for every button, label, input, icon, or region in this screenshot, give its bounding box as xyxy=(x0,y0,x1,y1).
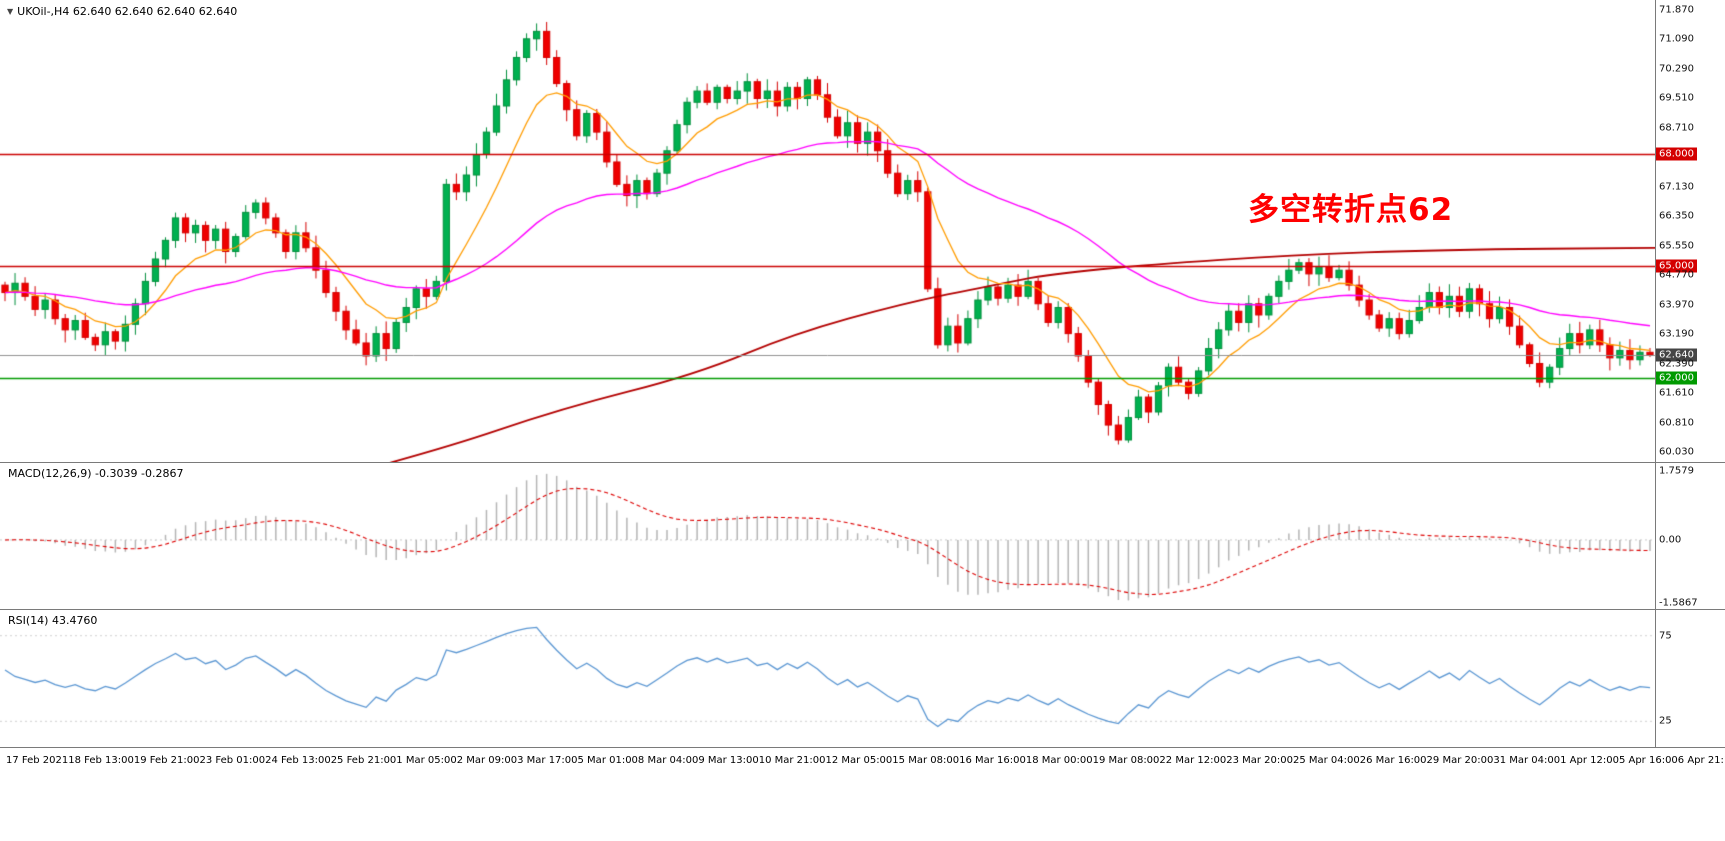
time-label: 26 Mar 16:00 xyxy=(1359,754,1427,766)
bottom-whitespace xyxy=(0,772,1725,841)
macd-tick: -1.5867 xyxy=(1659,597,1698,609)
price-level-badge[interactable]: 62.000 xyxy=(1656,371,1697,385)
macd-canvas[interactable] xyxy=(0,463,1655,609)
time-label: 17 Feb 2021 xyxy=(6,754,69,766)
price-tick: 71.870 xyxy=(1659,4,1694,16)
time-label: 18 Mar 00:00 xyxy=(1025,754,1093,766)
time-label: 15 Mar 08:00 xyxy=(892,754,960,766)
rsi-canvas[interactable] xyxy=(0,610,1655,747)
time-label: 18 Feb 13:00 xyxy=(68,754,134,766)
price-tick: 62.390 xyxy=(1659,358,1694,370)
time-label: 1 Mar 05:00 xyxy=(396,754,457,766)
price-tick: 70.290 xyxy=(1659,63,1694,75)
macd-indicator-label: MACD(12,26,9) -0.3039 -0.2867 xyxy=(8,467,184,480)
time-label: 24 Feb 13:00 xyxy=(265,754,331,766)
price-tick: 65.550 xyxy=(1659,240,1694,252)
price-tick: 60.030 xyxy=(1659,446,1694,458)
time-label: 5 Mar 01:00 xyxy=(577,754,638,766)
main-chart-panel: ▼ UKOil-,H4 62.640 62.640 62.640 62.640 … xyxy=(0,0,1725,463)
time-label: 25 Mar 04:00 xyxy=(1292,754,1360,766)
price-tick: 61.610 xyxy=(1659,387,1694,399)
rsi-tick: 75 xyxy=(1659,630,1672,642)
time-label: 9 Mar 13:00 xyxy=(698,754,759,766)
time-label: 6 Apr 21:15 xyxy=(1677,754,1725,766)
price-tick: 63.970 xyxy=(1659,299,1694,311)
symbol-ohlc-label: UKOil-,H4 62.640 62.640 62.640 62.640 xyxy=(17,5,238,18)
main-chart-canvas[interactable] xyxy=(0,0,1655,462)
time-label: 25 Feb 21:00 xyxy=(330,754,397,766)
time-label: 19 Feb 21:00 xyxy=(133,754,200,766)
symbol-info: ▼ UKOil-,H4 62.640 62.640 62.640 62.640 xyxy=(7,5,237,18)
price-tick: 67.130 xyxy=(1659,181,1694,193)
macd-tick: 1.7579 xyxy=(1659,465,1694,477)
time-label: 10 Mar 21:00 xyxy=(758,754,826,766)
rsi-tick: 25 xyxy=(1659,715,1672,727)
time-label: 31 Mar 04:00 xyxy=(1493,754,1561,766)
chart-annotation[interactable]: 多空转折点62 xyxy=(1248,192,1454,228)
price-tick: 71.090 xyxy=(1659,33,1694,45)
time-label: 3 Mar 17:00 xyxy=(517,754,578,766)
time-label: 22 Mar 12:00 xyxy=(1159,754,1227,766)
time-axis[interactable]: 17 Feb 2021 18 Feb 13:00 19 Feb 21:00 23 Fe… xyxy=(0,748,1725,772)
macd-panel: MACD(12,26,9) -0.3039 -0.2867 1.7579 0.00… xyxy=(0,463,1725,610)
time-label: 23 Feb 01:00 xyxy=(199,754,266,766)
price-tick: 69.510 xyxy=(1659,92,1694,104)
price-tick: 68.710 xyxy=(1659,122,1694,134)
rsi-indicator-label: RSI(14) 43.4760 xyxy=(8,614,98,627)
price-axis-strip[interactable]: 71.870 71.090 70.290 69.510 68.710 68.000 67.1… xyxy=(1655,0,1725,462)
time-label: 16 Mar 16:00 xyxy=(959,754,1026,766)
time-label: 8 Mar 04:00 xyxy=(637,754,699,766)
time-label: 1 Apr 12:00 xyxy=(1560,754,1619,766)
time-label: 19 Mar 08:00 xyxy=(1092,754,1160,766)
price-tick: 64.770 xyxy=(1659,269,1694,281)
price-tick: 63.190 xyxy=(1659,328,1694,340)
time-label: 5 Apr 16:00 xyxy=(1618,754,1678,766)
price-level-badge[interactable]: 65.000 xyxy=(1656,259,1697,273)
time-label: 23 Mar 20:00 xyxy=(1226,754,1293,766)
macd-tick: 0.00 xyxy=(1659,534,1682,546)
time-label: 12 Mar 05:00 xyxy=(825,754,893,766)
time-label: 2 Mar 09:00 xyxy=(456,754,518,766)
time-label: 29 Mar 20:00 xyxy=(1426,754,1494,766)
price-level-badge[interactable]: 68.000 xyxy=(1656,147,1697,161)
price-tick: 66.350 xyxy=(1659,210,1694,222)
rsi-panel: RSI(14) 43.4760 75 25 xyxy=(0,610,1725,748)
dropdown-triangle-icon[interactable]: ▼ xyxy=(7,7,14,16)
macd-axis-strip[interactable]: 1.7579 0.00 -1.5867 xyxy=(1655,463,1725,609)
price-tick: 60.810 xyxy=(1659,417,1694,429)
current-price-badge[interactable]: 62.640 xyxy=(1656,348,1697,362)
rsi-axis-strip[interactable]: 75 25 xyxy=(1655,610,1725,747)
